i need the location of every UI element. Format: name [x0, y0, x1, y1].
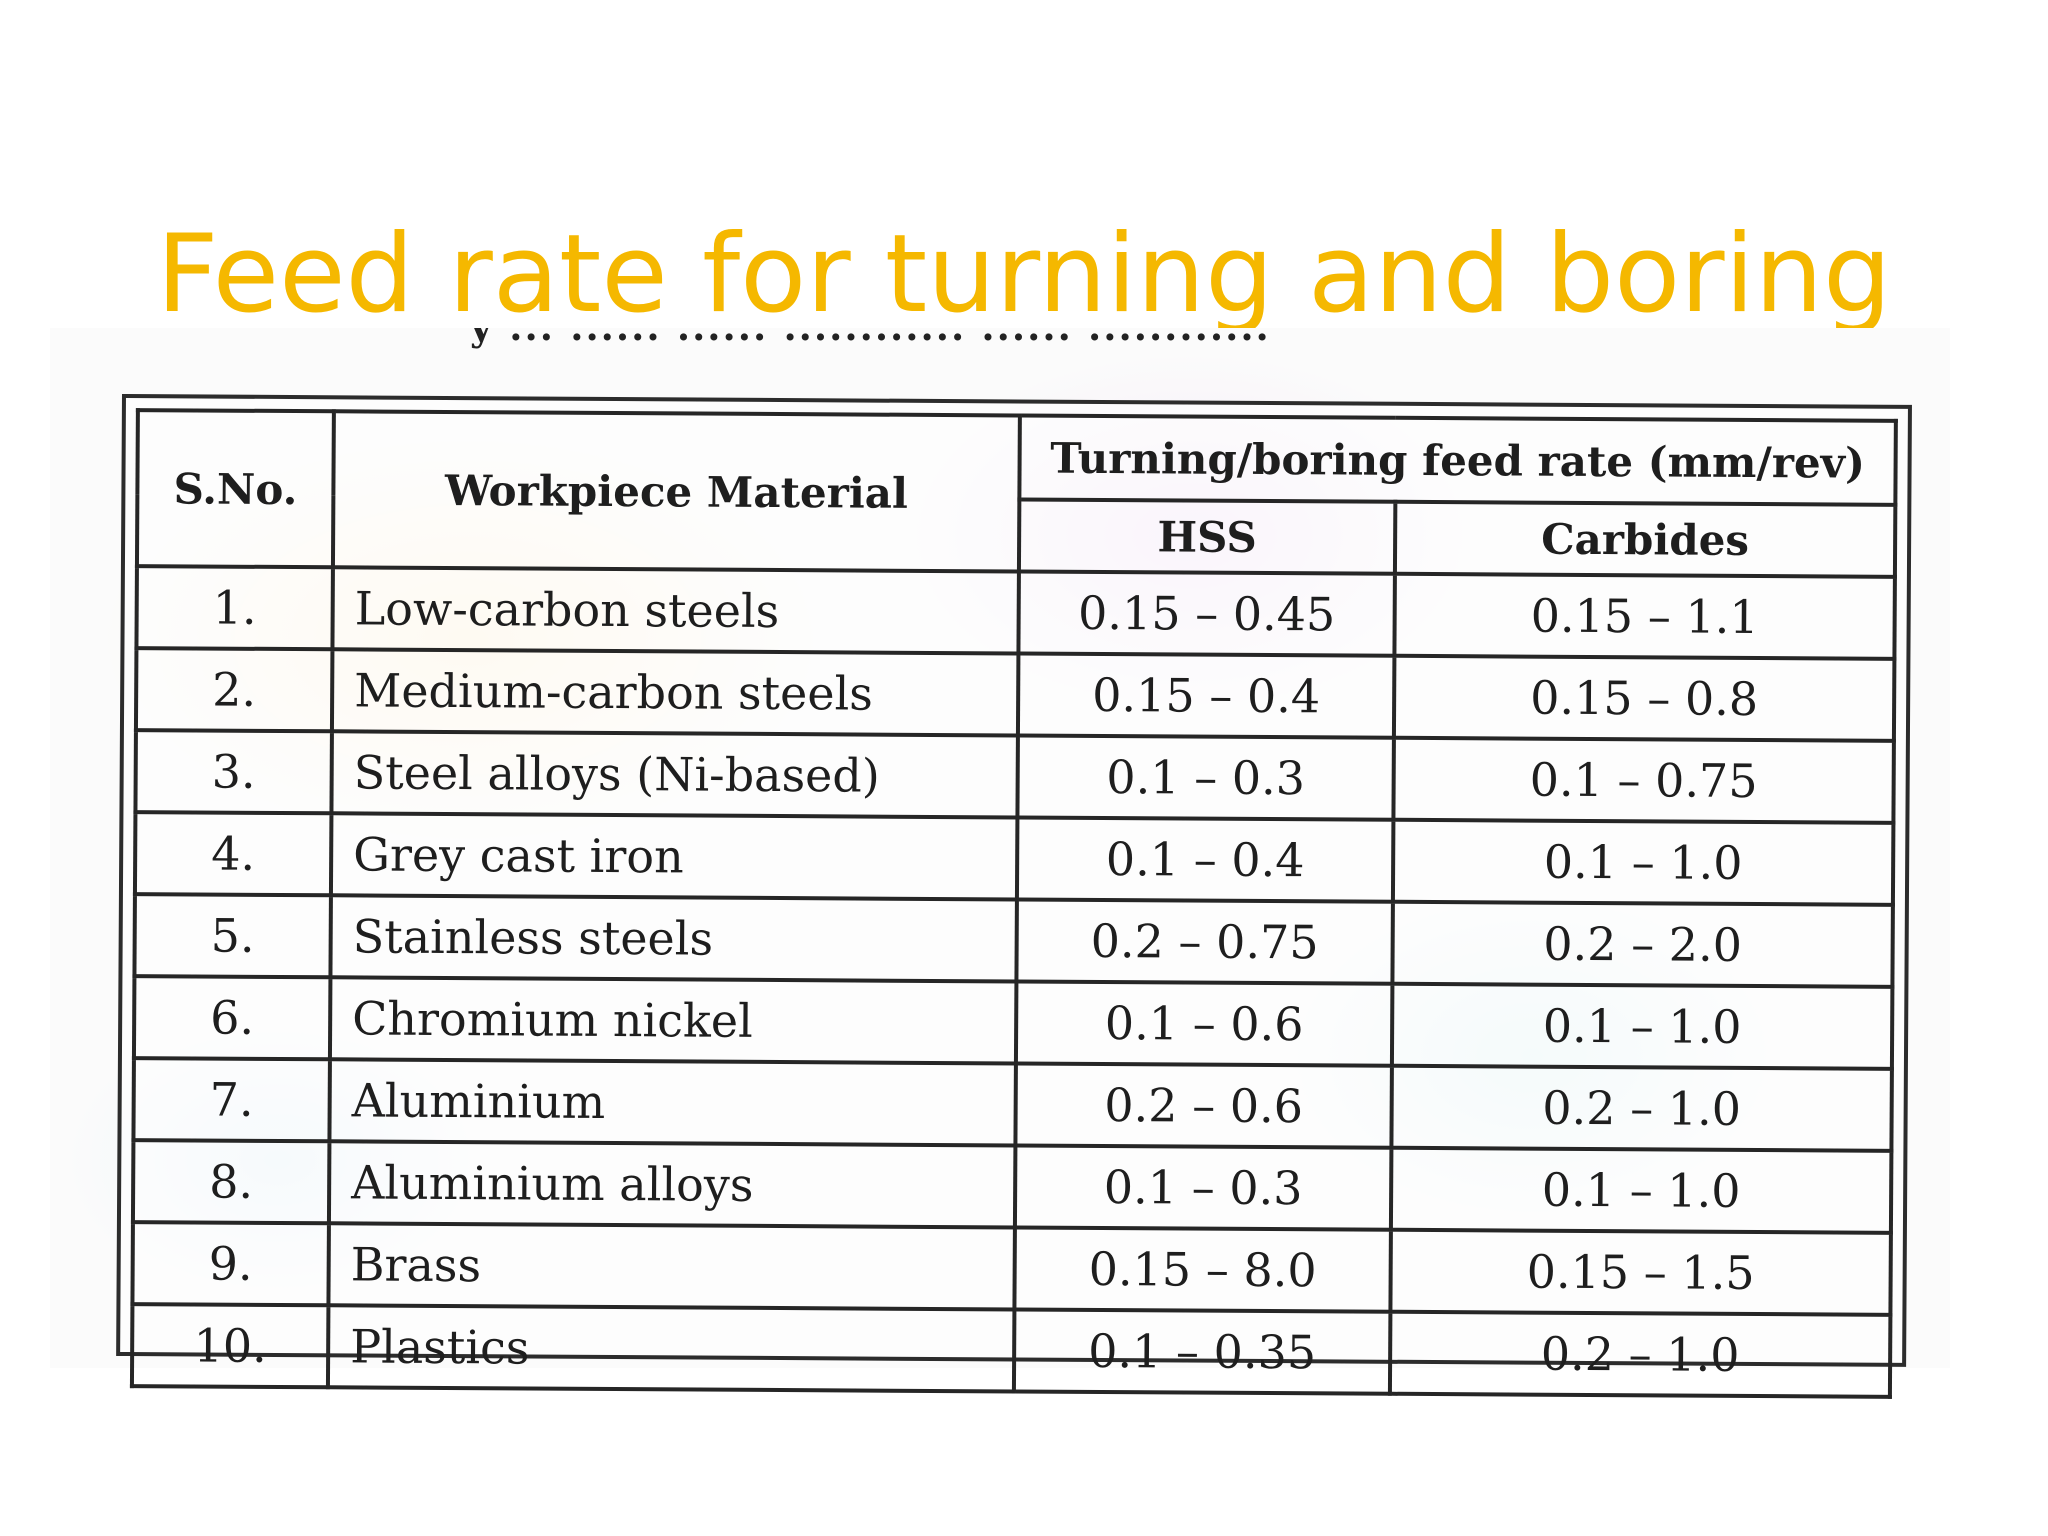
cell-carbides: 0.15 – 1.1	[1394, 573, 1895, 659]
table-row: 10. Plastics 0.1 – 0.35 0.2 – 1.0	[131, 1304, 1891, 1397]
cell-hss: 0.15 – 0.4	[1017, 653, 1395, 738]
table-caption-fragment: y ... ...... ...... ............ ...... …	[470, 328, 1540, 354]
cell-hss: 0.15 – 8.0	[1014, 1227, 1391, 1312]
cell-sno: 2.	[135, 648, 333, 732]
feed-rate-table: S.No. Workpiece Material Turning/boring …	[130, 408, 1898, 1399]
table-row: 1. Low-carbon steels 0.15 – 0.45 0.15 – …	[136, 566, 1895, 659]
cell-material: Steel alloys (Ni-based)	[331, 731, 1018, 818]
cell-carbides: 0.2 – 1.0	[1391, 1065, 1892, 1151]
cell-carbides: 0.15 – 0.8	[1393, 655, 1895, 741]
cell-material: Plastics	[327, 1305, 1015, 1392]
cell-hss: 0.1 – 0.35	[1013, 1309, 1391, 1394]
table-row: 8. Aluminium alloys 0.1 – 0.3 0.1 – 1.0	[132, 1140, 1892, 1233]
header-feed-rate-group: Turning/boring feed rate (mm/rev)	[1019, 415, 1896, 505]
cell-hss: 0.1 – 0.3	[1014, 1145, 1392, 1230]
cell-material: Chromium nickel	[329, 977, 1017, 1064]
cell-sno: 9.	[132, 1222, 329, 1306]
cell-hss: 0.1 – 0.6	[1015, 981, 1393, 1066]
table-row: 2. Medium-carbon steels 0.15 – 0.4 0.15 …	[135, 648, 1895, 741]
table-header: S.No. Workpiece Material Turning/boring …	[136, 410, 1896, 577]
cell-carbides: 0.1 – 1.0	[1390, 1147, 1892, 1233]
table-caption-text: y ... ...... ...... ............ ...... …	[470, 328, 1271, 346]
cell-carbides: 0.2 – 2.0	[1392, 901, 1893, 987]
table-row: 7. Aluminium 0.2 – 0.6 0.2 – 1.0	[133, 1058, 1892, 1151]
cell-carbides: 0.1 – 1.0	[1392, 819, 1894, 905]
cell-sno: 7.	[133, 1058, 330, 1142]
cell-material: Aluminium	[329, 1059, 1016, 1146]
cell-sno: 10.	[131, 1304, 329, 1388]
cell-material: Brass	[328, 1223, 1015, 1310]
table-row: 4. Grey cast iron 0.1 – 0.4 0.1 – 1.0	[134, 812, 1894, 905]
table-frame: S.No. Workpiece Material Turning/boring …	[116, 394, 1912, 1397]
cell-sno: 5.	[134, 894, 331, 978]
cell-hss: 0.2 – 0.6	[1015, 1063, 1392, 1148]
table-row: 6. Chromium nickel 0.1 – 0.6 0.1 – 1.0	[133, 976, 1893, 1069]
cell-sno: 3.	[135, 730, 332, 814]
header-carbides: Carbides	[1394, 501, 1896, 577]
cell-sno: 6.	[133, 976, 331, 1060]
cell-material: Stainless steels	[330, 895, 1017, 982]
cell-carbides: 0.2 – 1.0	[1389, 1311, 1891, 1397]
table-header-row-group: S.No. Workpiece Material Turning/boring …	[136, 410, 1896, 572]
cell-material: Grey cast iron	[330, 813, 1018, 900]
slide-title: Feed rate for turning and boring	[156, 212, 1892, 338]
cell-sno: 1.	[136, 566, 333, 650]
table-row: 9. Brass 0.15 – 8.0 0.15 – 1.5	[132, 1222, 1891, 1315]
cell-hss: 0.15 – 0.45	[1018, 571, 1395, 656]
cell-carbides: 0.1 – 0.75	[1393, 737, 1894, 823]
cell-sno: 8.	[132, 1140, 330, 1224]
cell-hss: 0.1 – 0.4	[1016, 817, 1394, 902]
cell-hss: 0.1 – 0.3	[1017, 735, 1394, 820]
cell-material: Low-carbon steels	[332, 567, 1019, 654]
table-row: 3. Steel alloys (Ni-based) 0.1 – 0.3 0.1…	[135, 730, 1894, 823]
cell-material: Aluminium alloys	[328, 1141, 1016, 1228]
header-workpiece-material: Workpiece Material	[332, 411, 1020, 572]
table-body: 1. Low-carbon steels 0.15 – 0.45 0.15 – …	[131, 566, 1895, 1397]
cell-sno: 4.	[134, 812, 332, 896]
cell-carbides: 0.1 – 1.0	[1391, 983, 1893, 1069]
table-row: 5. Stainless steels 0.2 – 0.75 0.2 – 2.0	[134, 894, 1893, 987]
header-hss: HSS	[1018, 499, 1396, 574]
cell-carbides: 0.15 – 1.5	[1390, 1229, 1891, 1315]
cell-hss: 0.2 – 0.75	[1016, 899, 1393, 984]
cell-material: Medium-carbon steels	[331, 649, 1019, 736]
header-sno: S.No.	[136, 410, 334, 568]
